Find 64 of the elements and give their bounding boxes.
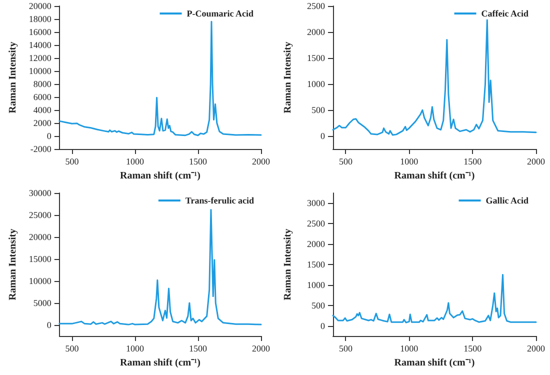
y-tick-label: 0 <box>46 320 52 330</box>
x-tick-label: 1500 <box>464 344 482 354</box>
y-tick-label: 5000 <box>33 298 52 308</box>
x-tick-label: 1500 <box>189 156 208 166</box>
y-tick-label: 14000 <box>28 40 52 50</box>
y-tick-label: 2000 <box>307 239 326 250</box>
y-tick-label: 16000 <box>28 27 52 37</box>
x-tick-label: 1000 <box>400 156 419 166</box>
x-tick-label: 2000 <box>527 156 546 166</box>
y-tick-label: 15000 <box>28 254 52 264</box>
x-tick-label: 1000 <box>126 344 144 354</box>
y-axis-title: Raman Intensity <box>8 42 18 114</box>
y-tick-label: 20000 <box>28 232 52 242</box>
y-tick-label: 20000 <box>28 1 52 11</box>
x-tick-label: 500 <box>338 156 353 166</box>
y-tick-label: 2500 <box>307 1 326 11</box>
y-tick-label: 6000 <box>33 92 52 102</box>
y-tick-label: 500 <box>312 300 326 310</box>
y-axis-title: Raman Intensity <box>8 228 18 300</box>
y-tick-label: 500 <box>312 105 326 115</box>
y-tick-label: 8000 <box>33 79 52 89</box>
x-tick-label: 1000 <box>126 156 144 166</box>
line-series <box>58 208 262 326</box>
x-tick-label: 500 <box>338 344 353 354</box>
y-tick-label: 2000 <box>33 118 52 128</box>
y-tick-label: 0 <box>320 131 326 141</box>
x-axis-title: Raman shift (cm⁻¹) <box>120 170 200 182</box>
y-tick-label: 0 <box>320 320 326 331</box>
y-tick-label: 30000 <box>28 188 52 198</box>
line-series <box>332 19 537 136</box>
y-tick-label: 3000 <box>307 198 326 208</box>
x-tick-label: 1000 <box>400 344 419 354</box>
y-tick-label: 25000 <box>28 210 52 220</box>
x-axis-title: Raman shift (cm⁻¹) <box>394 357 475 368</box>
x-tick-label: 500 <box>65 156 80 166</box>
legend-label: P-Coumaric Acid <box>186 8 254 18</box>
y-tick-label: 1500 <box>307 53 326 63</box>
y-tick-label: 12000 <box>28 53 52 63</box>
y-tick-label: 2000 <box>307 27 326 37</box>
x-tick-label: 1500 <box>464 156 482 166</box>
legend-label: Gallic Acid <box>486 196 529 206</box>
legend-label: Caffeic Acid <box>481 8 529 18</box>
y-tick-label: 18000 <box>28 14 52 24</box>
x-tick-label: 2000 <box>252 156 270 166</box>
y-tick-label: 1500 <box>307 260 326 270</box>
x-tick-label: 2000 <box>527 344 546 354</box>
y-tick-label: 10000 <box>28 66 52 76</box>
y-axis-title: Raman Intensity <box>282 228 294 300</box>
y-tick-label: 2500 <box>307 218 326 229</box>
x-axis-title: Raman shift (cm⁻¹) <box>394 170 475 182</box>
line-series <box>332 274 537 324</box>
y-axis-title: Raman Intensity <box>282 42 294 114</box>
x-tick-label: 500 <box>65 344 80 354</box>
x-tick-label: 2000 <box>252 344 270 354</box>
y-tick-label: 10000 <box>28 276 52 286</box>
y-tick-label: -2000 <box>30 144 52 154</box>
line-series <box>58 20 262 136</box>
y-tick-label: 0 <box>46 131 52 141</box>
y-tick-label: 1000 <box>307 280 326 290</box>
x-tick-label: 1500 <box>189 344 208 354</box>
legend-label: Trans-ferulic acid <box>185 196 254 206</box>
y-tick-label: 1000 <box>307 79 326 89</box>
x-axis-title: Raman shift (cm⁻¹) <box>120 357 200 368</box>
y-tick-label: 4000 <box>33 105 52 115</box>
